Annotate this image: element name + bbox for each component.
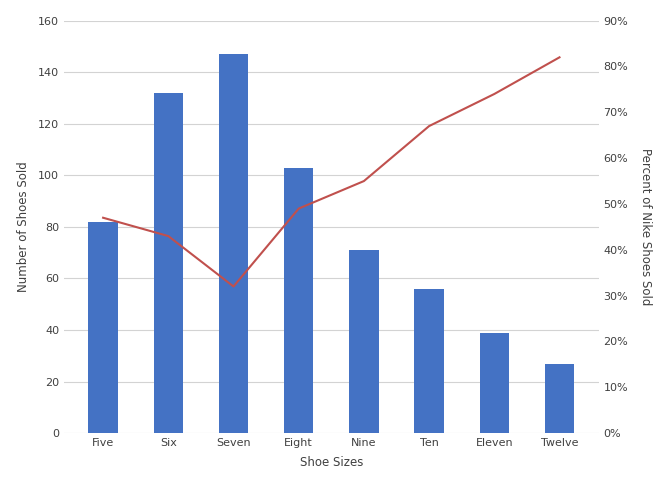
Bar: [349, 250, 379, 433]
Bar: [88, 222, 118, 433]
Y-axis label: Percent of Nike Shoes Sold: Percent of Nike Shoes Sold: [640, 148, 652, 306]
Bar: [219, 54, 248, 433]
Bar: [480, 332, 509, 433]
X-axis label: Shoe Sizes: Shoe Sizes: [300, 456, 363, 469]
Bar: [545, 364, 574, 433]
Bar: [284, 168, 313, 433]
Bar: [414, 289, 444, 433]
Bar: [154, 93, 183, 433]
Y-axis label: Number of Shoes Sold: Number of Shoes Sold: [17, 161, 29, 292]
